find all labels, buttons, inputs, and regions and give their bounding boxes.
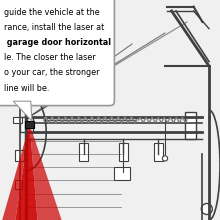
Bar — [185, 112, 196, 139]
Text: le. The closer the laser: le. The closer the laser — [4, 53, 96, 62]
FancyBboxPatch shape — [0, 0, 114, 106]
Text: rance, install the laser at: rance, install the laser at — [4, 23, 105, 32]
Bar — [119, 143, 128, 161]
Text: line will be.: line will be. — [4, 84, 50, 93]
Polygon shape — [2, 124, 30, 220]
Bar — [20, 117, 33, 132]
Bar — [114, 167, 130, 180]
Bar — [13, 117, 22, 123]
Bar — [15, 180, 22, 189]
Polygon shape — [30, 124, 62, 220]
Bar — [79, 143, 88, 161]
Bar — [15, 150, 24, 161]
Text: guide the vehicle at the: guide the vehicle at the — [4, 8, 100, 17]
Circle shape — [162, 156, 168, 161]
Polygon shape — [13, 101, 32, 121]
Circle shape — [201, 204, 212, 214]
Text: garage door horizontal: garage door horizontal — [4, 38, 111, 47]
Polygon shape — [15, 124, 37, 220]
Text: o your car, the stronger: o your car, the stronger — [4, 68, 100, 77]
Bar — [154, 143, 163, 161]
Bar — [25, 121, 34, 128]
